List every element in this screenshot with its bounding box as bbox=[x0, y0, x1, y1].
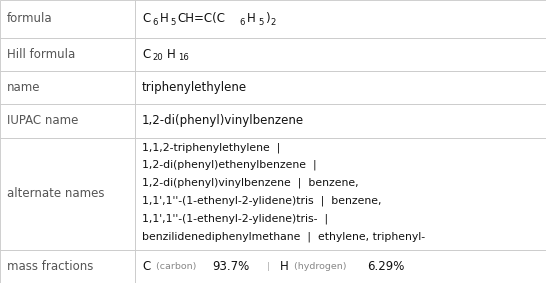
Text: 2: 2 bbox=[271, 18, 276, 27]
Text: H: H bbox=[247, 12, 256, 25]
Text: (carbon): (carbon) bbox=[152, 262, 199, 271]
Bar bbox=[0, 0, 135, 38]
Bar bbox=[135, 38, 546, 71]
Bar bbox=[135, 0, 546, 38]
Text: 20: 20 bbox=[152, 53, 163, 62]
Text: 93.7%: 93.7% bbox=[212, 260, 250, 273]
Text: 5: 5 bbox=[171, 18, 176, 27]
Text: benzilidenediphenylmethane  |  ethylene, triphenyl-: benzilidenediphenylmethane | ethylene, t… bbox=[142, 231, 425, 241]
Bar bbox=[0, 38, 135, 71]
Text: 16: 16 bbox=[178, 53, 188, 62]
Bar bbox=[0, 250, 135, 283]
Text: 1,2-di(phenyl)vinylbenzene: 1,2-di(phenyl)vinylbenzene bbox=[142, 115, 304, 127]
Text: H: H bbox=[167, 48, 175, 61]
Text: 6: 6 bbox=[152, 18, 158, 27]
Text: C: C bbox=[142, 48, 150, 61]
Bar bbox=[135, 71, 546, 104]
Text: IUPAC name: IUPAC name bbox=[7, 115, 78, 127]
Text: mass fractions: mass fractions bbox=[7, 260, 93, 273]
Bar bbox=[0, 71, 135, 104]
Text: name: name bbox=[7, 81, 40, 94]
Text: ): ) bbox=[265, 12, 270, 25]
Text: 1,1',1''-(1-ethenyl-2-ylidene)tris  |  benzene,: 1,1',1''-(1-ethenyl-2-ylidene)tris | ben… bbox=[142, 196, 382, 206]
Text: formula: formula bbox=[7, 12, 52, 25]
Text: 1,2-di(phenyl)vinylbenzene  |  benzene,: 1,2-di(phenyl)vinylbenzene | benzene, bbox=[142, 178, 359, 188]
Text: C: C bbox=[142, 260, 150, 273]
Text: 5: 5 bbox=[258, 18, 263, 27]
Text: C: C bbox=[142, 12, 150, 25]
Text: H: H bbox=[280, 260, 289, 273]
Text: 1,1,2-triphenylethylene  |: 1,1,2-triphenylethylene | bbox=[142, 142, 280, 153]
Text: alternate names: alternate names bbox=[7, 187, 104, 200]
Text: 1,1',1''-(1-ethenyl-2-ylidene)tris-  |: 1,1',1''-(1-ethenyl-2-ylidene)tris- | bbox=[142, 213, 328, 224]
Bar bbox=[135, 250, 546, 283]
Bar bbox=[0, 104, 135, 138]
Bar bbox=[135, 104, 546, 138]
Text: 6: 6 bbox=[240, 18, 245, 27]
Text: (hydrogen): (hydrogen) bbox=[292, 262, 350, 271]
Bar bbox=[0, 138, 135, 250]
Text: 1,2-di(phenyl)ethenylbenzene  |: 1,2-di(phenyl)ethenylbenzene | bbox=[142, 160, 317, 170]
Bar bbox=[135, 138, 546, 250]
Text: |: | bbox=[260, 262, 276, 271]
Text: Hill formula: Hill formula bbox=[7, 48, 75, 61]
Text: 6.29%: 6.29% bbox=[367, 260, 405, 273]
Text: CH=C(C: CH=C(C bbox=[178, 12, 225, 25]
Text: triphenylethylene: triphenylethylene bbox=[142, 81, 247, 94]
Text: H: H bbox=[159, 12, 168, 25]
